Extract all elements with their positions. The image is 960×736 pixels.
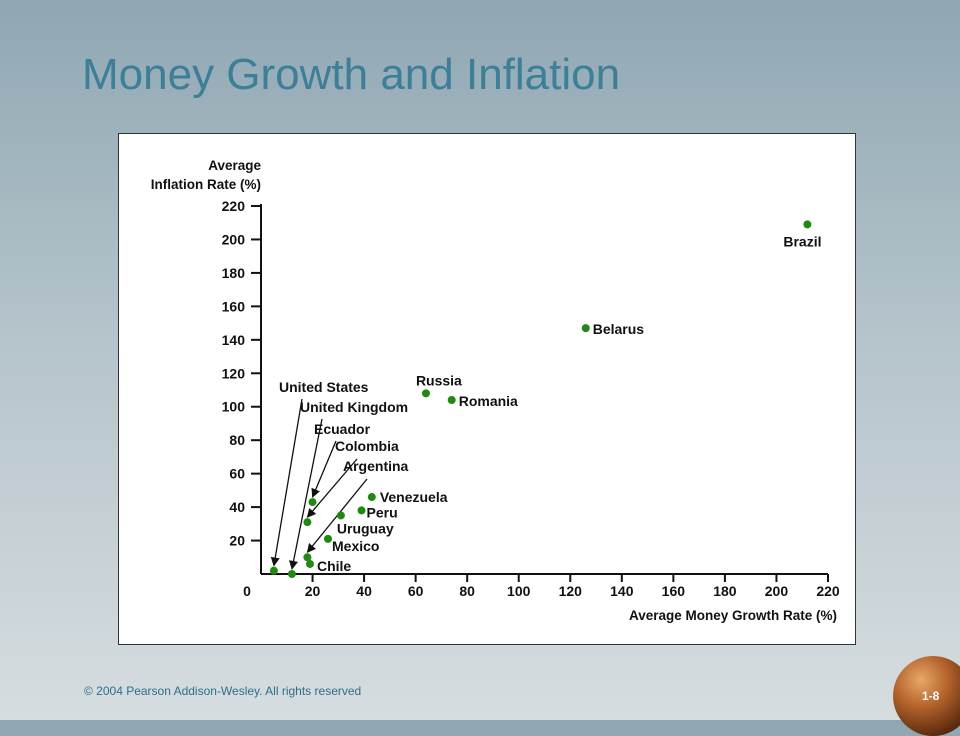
x-tick-label: 100 [507,583,531,599]
x-tick-label: 220 [816,583,840,599]
label-ecuador: Ecuador [314,421,371,437]
point-venezuela [367,493,376,502]
point-chile [305,559,314,568]
label-venezuela: Venezuela [380,489,448,505]
x-tick-label: 40 [356,583,372,599]
x-tick-label: 0 [243,583,251,599]
point-uruguay [336,511,345,520]
y-tick-label: 160 [222,298,246,314]
x-tick-label: 140 [610,583,634,599]
label-brazil: Brazil [783,233,821,249]
y-tick-label: 40 [229,499,245,515]
annotations: United States United Kingdom EcuadorColomb… [270,233,822,574]
y-tick-label: 80 [229,432,245,448]
label-russia: Russia [416,372,462,388]
x-axis-title: Average Money Growth Rate (%) [629,608,837,623]
label-romania: Romania [459,393,518,409]
label-united-kingdom: United Kingdom [300,399,408,415]
label-argentina: Argentina [343,458,409,474]
scatter-chart: Average Inflation Rate (%) Average Money… [151,158,840,623]
x-tick-label: 160 [662,583,686,599]
x-tick-label: 120 [559,583,583,599]
point-russia [421,389,430,398]
point-argentina [303,553,312,562]
label-mexico: Mexico [332,538,379,554]
y-tick-label: 120 [222,365,246,381]
x-tick-label: 180 [713,583,737,599]
y-tick-label: 140 [222,332,246,348]
x-tick-label: 60 [408,583,424,599]
point-united-states [269,566,278,575]
x-tick-label: 200 [765,583,789,599]
copyright-notice: © 2004 Pearson Addison-Wesley. All right… [84,684,362,698]
y-tick-label: 20 [229,533,245,549]
x-tick-label: 80 [459,583,475,599]
point-brazil [803,220,812,229]
label-belarus: Belarus [593,321,645,337]
slide-title: Money Growth and Inflation [82,50,621,99]
point-romania [447,396,456,405]
arrow-united-states [270,398,303,567]
arrow-united-kingdom [289,418,323,570]
axis-ticks: 20 40 60 80 100 120 140 160 180 200 220 0 20 40 60 80 10… [222,198,840,599]
y-tick-label: 180 [222,265,246,281]
y-axis-title-line-1: Average [208,158,261,173]
y-axis-title-line-2: Inflation Rate (%) [151,177,261,192]
arrow-ecuador [311,440,337,498]
label-peru: Peru [367,504,398,520]
data-points [269,220,812,578]
arrow-colombia [306,458,358,518]
point-peru [357,506,366,515]
label-united-states: United States [279,379,369,395]
y-tick-label: 100 [222,399,246,415]
point-ecuador [308,498,317,507]
point-belarus [581,324,590,333]
y-tick-label: 200 [222,231,246,247]
y-tick-label: 220 [222,198,246,214]
label-uruguay: Uruguay [337,520,394,536]
chart-frame: Average Inflation Rate (%) Average Money… [118,133,856,645]
point-mexico [324,534,333,543]
x-tick-label: 20 [305,583,321,599]
point-colombia [303,518,312,527]
y-tick-label: 60 [229,466,245,482]
point-united-kingdom [287,570,296,578]
label-chile: Chile [317,558,351,574]
label-colombia: Colombia [335,438,399,454]
page-number: 1-8 [922,689,940,703]
